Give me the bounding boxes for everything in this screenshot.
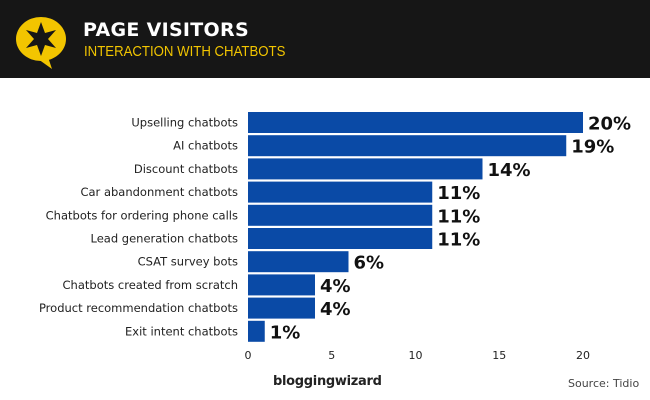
data-label: 1% [270,322,301,343]
bar [248,158,483,180]
page-title: PAGE VISITORS [83,19,249,41]
category-label: AI chatbots [173,139,238,153]
x-tick-label: 15 [492,349,506,362]
bar [248,274,315,296]
category-label: Exit intent chatbots [125,324,238,338]
category-label: Lead generation chatbots [91,232,238,246]
category-label: Discount chatbots [134,162,238,176]
category-label: Chatbots for ordering phone calls [46,208,238,222]
bar [248,251,349,273]
x-tick-label: 10 [409,349,423,362]
page-subtitle: INTERACTION WITH CHATBOTS [84,43,286,60]
bar [248,320,265,342]
category-label: Car abandonment chatbots [80,185,238,199]
bar [248,228,433,249]
bar [248,181,433,203]
data-label: 11% [437,230,480,251]
data-label: 11% [437,206,480,227]
chat-bubble-star-icon [16,17,66,69]
bar [248,112,583,133]
source-note: Source: Tidio [568,377,640,390]
data-label: 14% [488,160,531,181]
data-label: 4% [320,299,351,320]
bar [248,204,433,226]
x-tick-label: 5 [328,349,335,362]
category-label: Upselling chatbots [131,116,238,130]
data-label: 4% [320,276,351,297]
data-label: 20% [588,114,631,135]
bar [248,135,567,157]
data-label: 19% [571,137,614,158]
data-label: 6% [354,253,385,274]
header-banner: PAGE VISITORS INTERACTION WITH CHATBOTS [0,0,650,78]
x-tick-label: 0 [245,349,252,362]
data-label: 11% [437,183,480,204]
category-label: CSAT survey bots [138,255,238,269]
bar [248,297,315,319]
brand-logo: bloggingwizard [273,374,382,389]
x-tick-label: 20 [576,349,590,362]
category-label: Product recommendation chatbots [39,301,238,315]
category-label: Chatbots created from scratch [63,278,238,292]
